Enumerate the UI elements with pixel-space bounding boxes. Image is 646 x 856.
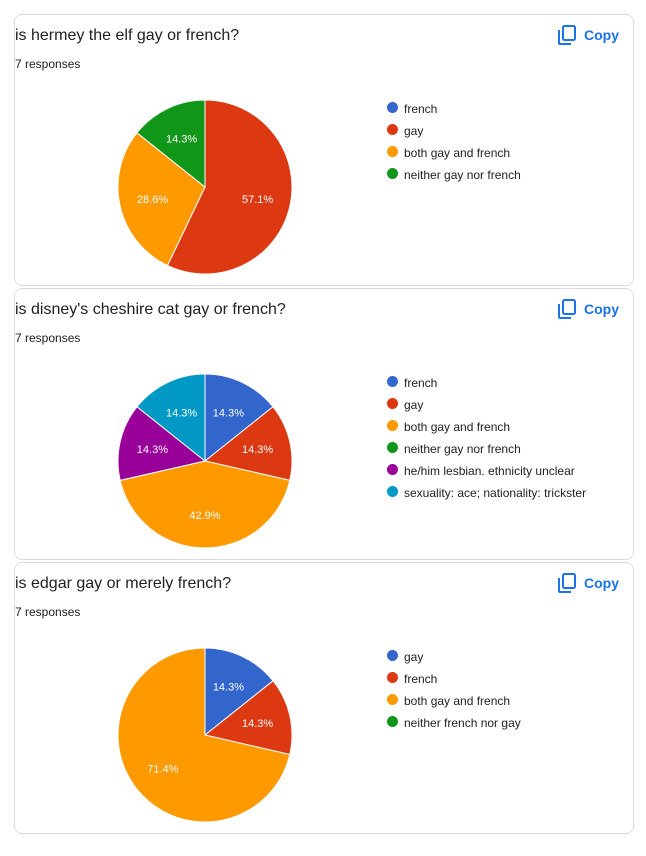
legend-label: gay [404, 650, 424, 664]
slice-label: 14.3% [242, 718, 273, 730]
pie-chart: 57.1% 28.6% 14.3% [117, 99, 293, 275]
response-count: 7 responses [15, 605, 81, 619]
pie-slice [203, 406, 293, 481]
question-title: is disney's cheshire cat gay or french? [15, 301, 286, 318]
chart-legend: gay french both gay and french neither fren… [387, 649, 587, 737]
pie-slice [136, 373, 206, 463]
pie-slice [203, 680, 293, 756]
legend-label: he/him lesbian. ethnicity unclear [404, 464, 575, 478]
legend-label: both gay and french [404, 694, 511, 708]
legend-item: french [387, 101, 587, 118]
chart-legend: french gay both gay and french neither gay … [387, 375, 587, 507]
legend-swatch [387, 486, 398, 497]
legend-swatch [387, 672, 398, 683]
legend-item: he/him lesbian. ethnicity unclear [387, 463, 587, 480]
copy-label: Copy [584, 575, 619, 591]
legend-item: both gay and french [387, 145, 587, 162]
pie-slice [119, 460, 291, 549]
copy-chart-button[interactable]: Copy [558, 573, 619, 593]
question-title: is hermey the elf gay or french? [15, 27, 240, 44]
legend-label: neither french nor gay [404, 716, 521, 730]
question-card-cheshire: is disney's cheshire cat gay or french? … [14, 288, 634, 560]
legend-swatch [387, 398, 398, 409]
legend-swatch [387, 464, 398, 475]
pie-chart: 14.3% 14.3% 42.9% 14.3% 14.3% [117, 373, 293, 549]
copy-icon [558, 25, 576, 45]
legend-item: neither gay nor french [387, 441, 587, 458]
slice-label: 28.6% [137, 194, 168, 206]
copy-chart-button[interactable]: Copy [558, 25, 619, 45]
response-count: 7 responses [15, 57, 81, 71]
legend-label: both gay and french [404, 146, 511, 160]
legend-swatch [387, 442, 398, 453]
legend-swatch [387, 102, 398, 113]
legend-label: both gay and french [404, 420, 511, 434]
legend-item: french [387, 671, 587, 688]
slice-label: 14.3% [137, 444, 168, 456]
legend-label: gay [404, 124, 424, 138]
slice-label: 14.3% [242, 444, 273, 456]
legend-swatch [387, 694, 398, 705]
legend-item: both gay and french [387, 419, 587, 436]
question-title: is edgar gay or merely french? [15, 575, 232, 592]
response-count: 7 responses [15, 331, 81, 345]
legend-swatch [387, 124, 398, 135]
pie-slice [117, 132, 206, 267]
legend-swatch [387, 168, 398, 179]
legend-item: neither gay nor french [387, 167, 587, 184]
legend-label: french [404, 102, 438, 116]
slice-label: 57.1% [242, 194, 273, 206]
question-card-edgar: is edgar gay or merely french? 7 respons… [14, 562, 634, 834]
copy-icon [558, 299, 576, 319]
legend-label: french [404, 672, 438, 686]
legend-label: sexuality: ace; nationality: trickster [404, 486, 587, 500]
slice-label: 14.3% [166, 407, 197, 419]
legend-swatch [387, 420, 398, 431]
copy-chart-button[interactable]: Copy [558, 299, 619, 319]
slice-label: 42.9% [189, 510, 220, 522]
legend-item: french [387, 375, 587, 392]
legend-label: neither gay nor french [404, 442, 521, 456]
legend-swatch [387, 146, 398, 157]
copy-icon [558, 573, 576, 593]
pie-chart: 14.3% 14.3% 71.4% [117, 647, 293, 823]
legend-label: gay [404, 398, 424, 412]
pie-slice [204, 647, 274, 737]
pie-slice [117, 647, 291, 823]
legend-item: gay [387, 397, 587, 414]
legend-label: french [404, 376, 438, 390]
copy-label: Copy [584, 301, 619, 317]
legend-swatch [387, 716, 398, 727]
legend-swatch [387, 376, 398, 387]
legend-item: gay [387, 123, 587, 140]
legend-swatch [387, 650, 398, 661]
pie-slice [136, 99, 206, 189]
legend-item: gay [387, 649, 587, 666]
legend-item: neither french nor gay [387, 715, 587, 732]
pie-slice [117, 406, 207, 481]
question-card-hermey: is hermey the elf gay or french? 7 respo… [14, 14, 634, 286]
slice-label: 14.3% [166, 133, 197, 145]
pie-slice [166, 99, 293, 275]
legend-item: sexuality: ace; nationality: trickster [387, 485, 587, 502]
slice-label: 71.4% [147, 764, 178, 776]
slice-label: 14.3% [213, 407, 244, 419]
chart-legend: french gay both gay and french neither gay … [387, 101, 587, 189]
legend-label: neither gay nor french [404, 168, 521, 182]
copy-label: Copy [584, 27, 619, 43]
slice-label: 14.3% [213, 681, 244, 693]
legend-item: both gay and french [387, 693, 587, 710]
pie-slice [204, 373, 274, 463]
